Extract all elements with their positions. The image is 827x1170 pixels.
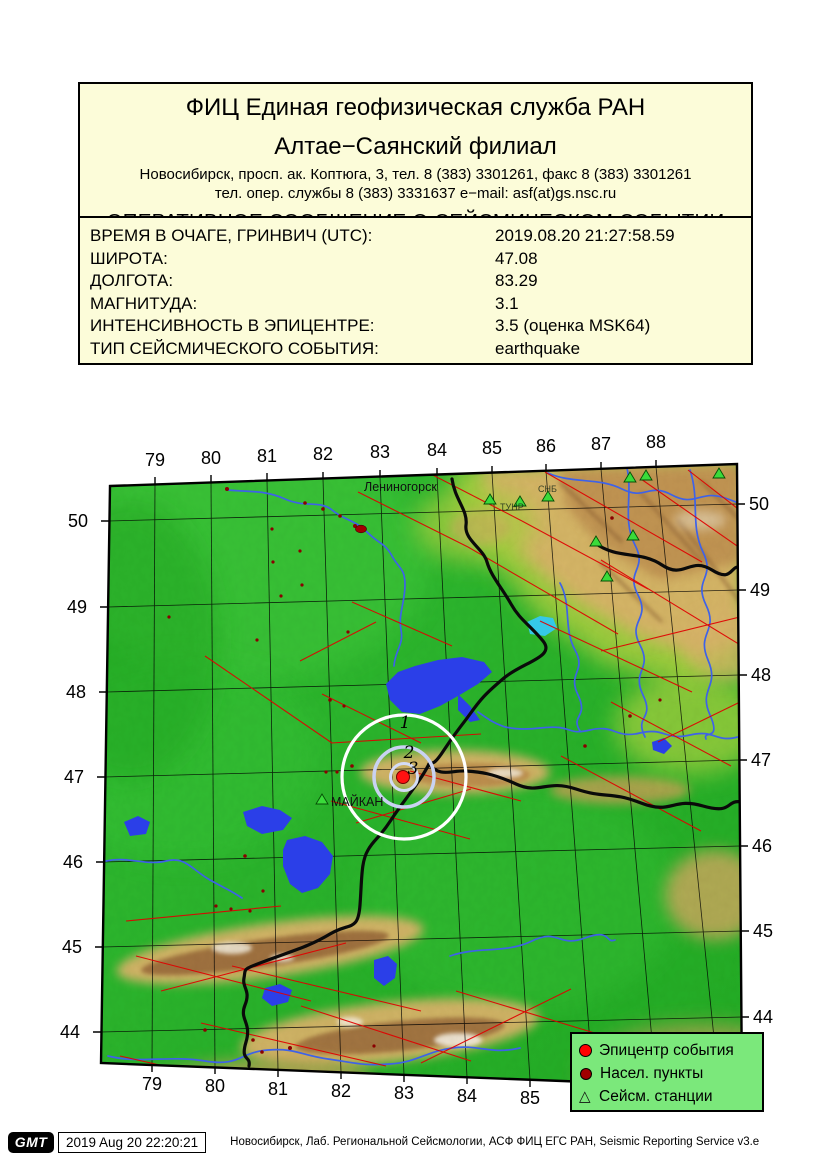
event-label: ДОЛГОТА: <box>90 271 174 290</box>
tick-label: 84 <box>427 440 447 460</box>
tick-label: 80 <box>201 448 221 468</box>
tick-label: 44 <box>753 1007 773 1027</box>
isoseismal-label-2: 2 <box>403 743 415 763</box>
tick-label: 47 <box>64 767 84 787</box>
tick-label: 79 <box>142 1074 162 1094</box>
event-label: ИНТЕНСИВНОСТЬ В ЭПИЦЕНТРЕ: <box>90 316 375 335</box>
legend-label: Сейсм. станции <box>599 1087 713 1105</box>
org-address-line1: Новосибирск, просп. ак. Коптюга, 3, тел.… <box>139 166 692 183</box>
org-name-line1: ФИЦ Единая геофизическая служба РАН <box>185 94 646 121</box>
event-parameters-box: ВРЕМЯ В ОЧАГЕ, ГРИНВИЧ (UTC): 2019.08.20… <box>78 216 753 365</box>
tick-label: 83 <box>394 1083 414 1103</box>
lakes <box>124 616 672 1006</box>
tick-label: 46 <box>752 836 772 856</box>
footer: GMT 2019 Aug 20 22:20:21 Новосибирск, Ла… <box>8 1130 759 1154</box>
tick-label: 83 <box>370 442 390 462</box>
tick-label: 48 <box>66 682 86 702</box>
gmt-logo: GMT <box>8 1131 54 1153</box>
event-value: 3.5 (оценка MSK64) <box>495 316 651 335</box>
tick-label: 81 <box>268 1079 288 1099</box>
tick-label: 81 <box>257 446 277 466</box>
event-label: ТИП СЕЙСМИЧЕСКОГО СОБЫТИЯ: <box>90 338 379 358</box>
tick-label: 48 <box>751 665 771 685</box>
settlement-dots <box>167 487 662 1054</box>
legend-label: Насел. пункты <box>600 1064 704 1082</box>
event-value: 3.1 <box>495 293 519 313</box>
tick-label: 86 <box>536 436 556 456</box>
event-row-type: ТИП СЕЙСМИЧЕСКОГО СОБЫТИЯ: earthquake <box>90 338 751 361</box>
map-terrain: 1 2 3 <box>101 464 742 1088</box>
tick-label: 79 <box>145 450 165 470</box>
tick-label: 47 <box>751 750 771 770</box>
tick-label: 50 <box>68 511 88 531</box>
latitude-labels-left: 50 49 48 47 46 45 44 <box>60 511 88 1042</box>
station-label-2: СНБ <box>538 484 557 494</box>
event-label: ВРЕМЯ В ОЧАГЕ, ГРИНВИЧ (UTC): <box>90 226 373 245</box>
tick-label: 49 <box>67 597 87 617</box>
tick-label: 45 <box>753 921 773 941</box>
event-value: 2019.08.20 21:27:58.59 <box>495 226 675 245</box>
isoseismal-label-3: 3 <box>408 759 419 779</box>
graticule-grid <box>101 466 742 1088</box>
event-row-longitude: ДОЛГОТА: 83.29 <box>90 270 751 293</box>
axis-ticks <box>93 460 749 1087</box>
legend-item-settlements: Насел. пункты <box>579 1062 762 1085</box>
tick-label: 44 <box>60 1022 80 1042</box>
event-label: МАГНИТУДА: <box>90 293 198 313</box>
city-label-maikan: МАЙКАН <box>331 794 383 809</box>
tick-label: 80 <box>205 1076 225 1096</box>
event-value: earthquake <box>495 338 581 358</box>
tick-label: 85 <box>482 438 502 458</box>
event-row-time: ВРЕМЯ В ОЧАГЕ, ГРИНВИЧ (UTC): 2019.08.20… <box>90 225 751 248</box>
tick-label: 87 <box>591 434 611 454</box>
station-label-1: ТУНР <box>500 502 524 512</box>
generation-timestamp: 2019 Aug 20 22:20:21 <box>58 1131 207 1153</box>
epicenter-marker <box>396 770 410 784</box>
tick-label: 46 <box>63 852 83 872</box>
event-value: 83.29 <box>495 271 538 290</box>
tick-label: 50 <box>749 494 769 514</box>
org-name-line2: Алтае−Саянский филиал <box>274 133 557 160</box>
org-address-line2: тел. опер. службы 8 (383) 3331637 e−mail… <box>214 185 617 202</box>
map-legend: Эпицентр события Насел. пункты △ Сейсм. … <box>570 1032 764 1112</box>
credit-line: Новосибирск, Лаб. Региональной Сейсмолог… <box>230 1136 760 1148</box>
city-marker-leninogorsk <box>355 524 367 534</box>
station-markers <box>315 467 726 805</box>
tick-label: 82 <box>331 1081 351 1101</box>
longitude-labels-top: 79 80 81 82 83 84 85 86 87 88 <box>145 432 666 470</box>
station-triangle-icon: △ <box>579 1088 591 1105</box>
event-row-intensity: ИНТЕНСИВНОСТЬ В ЭПИЦЕНТРЕ: 3.5 (оценка M… <box>90 315 751 338</box>
epicenter-dot-icon <box>579 1044 592 1057</box>
legend-label: Эпицентр события <box>599 1041 734 1059</box>
legend-item-stations: △ Сейсм. станции <box>579 1085 762 1108</box>
legend-item-epicenter: Эпицентр события <box>579 1039 762 1062</box>
tick-label: 45 <box>62 937 82 957</box>
epicenter-map: 1 2 3 Лениногорск МАЙКАН ТУНР СНБ 79 80 … <box>60 432 773 1108</box>
isoseismal-label-1: 1 <box>400 713 411 733</box>
fault-lines <box>119 469 742 1088</box>
tick-label: 49 <box>750 580 770 600</box>
event-label: ШИРОТА: <box>90 248 168 268</box>
tick-label: 82 <box>313 444 333 464</box>
latitude-labels-right: 50 49 48 47 46 45 44 <box>749 494 773 1027</box>
tick-label: 84 <box>457 1086 477 1106</box>
city-label-leninogorsk: Лениногорск <box>364 480 437 494</box>
longitude-labels-bottom: 79 80 81 82 83 84 85 <box>142 1074 540 1108</box>
event-row-latitude: ШИРОТА: 47.08 <box>90 248 751 271</box>
event-value: 47.08 <box>495 248 538 268</box>
tick-label: 88 <box>646 432 666 452</box>
event-row-magnitude: МАГНИТУДА: 3.1 <box>90 293 751 316</box>
isoseismal-circles <box>340 713 468 841</box>
settlement-dot-icon <box>580 1067 592 1080</box>
tick-label: 85 <box>520 1088 540 1108</box>
